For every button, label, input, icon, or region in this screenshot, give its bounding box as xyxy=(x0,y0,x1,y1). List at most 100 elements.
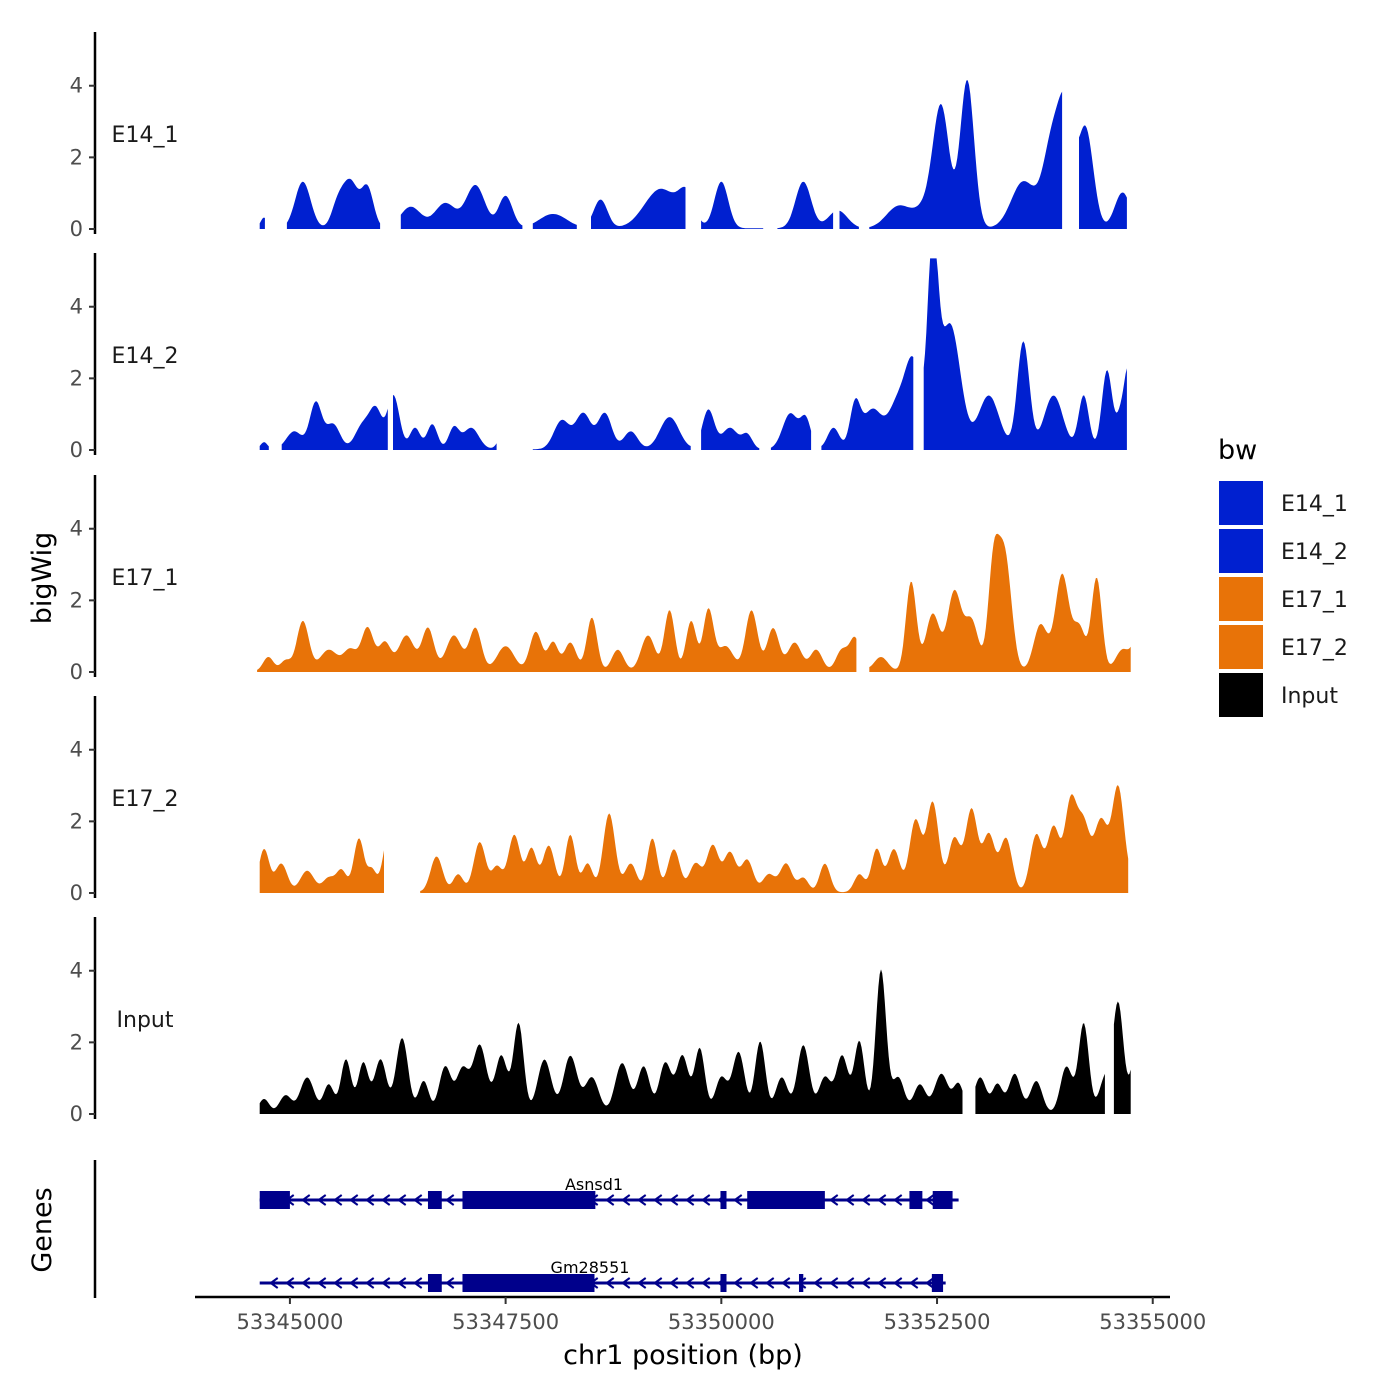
strand-arrow xyxy=(636,1194,647,1206)
strand-arrow xyxy=(300,1277,311,1289)
track-label-e14-1: E14_1 xyxy=(112,123,179,148)
strand-arrow xyxy=(764,1277,775,1289)
track-e17-1: 0 2 4 E17_1 xyxy=(70,475,1131,684)
area-e14-2 xyxy=(770,413,812,450)
y-tick-label: 2 xyxy=(70,145,83,169)
strand-arrow xyxy=(844,1277,855,1289)
area-e14-1 xyxy=(777,181,834,229)
track-input: 0 2 4 Input xyxy=(70,917,1131,1126)
strand-arrow xyxy=(412,1194,423,1206)
gene-exon xyxy=(798,1274,804,1292)
legend-title: bw xyxy=(1218,435,1257,466)
strand-arrow xyxy=(748,1277,759,1289)
area-e17-2 xyxy=(259,838,384,893)
gene-exon xyxy=(747,1191,825,1209)
gene-exon xyxy=(427,1274,442,1292)
gene-exon xyxy=(462,1191,596,1209)
gene-exon xyxy=(720,1274,727,1292)
strand-arrow xyxy=(732,1194,743,1206)
strand-arrow xyxy=(828,1277,839,1289)
area-e14-2 xyxy=(532,412,691,450)
area-input xyxy=(975,1023,1105,1114)
strand-arrow xyxy=(412,1277,423,1289)
legend-label-e17-2: E17_2 xyxy=(1281,636,1348,661)
track-label-e14-2: E14_2 xyxy=(112,344,179,369)
strand-arrow xyxy=(892,1277,903,1289)
bigwig-tracks: 0 2 4 E14_1 0 2 4 E14_2 0 2 4 E17_1 0 2 4 E17_2 0 2 4 Input xyxy=(70,32,1131,1126)
strand-arrow xyxy=(620,1194,631,1206)
y-axis-title: bigWig xyxy=(27,532,58,625)
strand-arrow xyxy=(396,1277,407,1289)
gene-exon xyxy=(462,1274,595,1292)
area-e14-1 xyxy=(1079,125,1127,229)
strand-arrow xyxy=(380,1277,391,1289)
strand-arrow xyxy=(348,1194,359,1206)
strand-arrow xyxy=(684,1277,695,1289)
strand-arrow xyxy=(444,1277,455,1289)
y-tick-label: 0 xyxy=(70,217,83,241)
x-axis-title: chr1 position (bp) xyxy=(563,1340,803,1371)
legend-label-e14-1: E14_1 xyxy=(1281,492,1348,517)
area-e14-2 xyxy=(393,394,497,450)
gene-track: Asnsd1 Gm28551 xyxy=(93,1160,959,1298)
y-tick-label: 2 xyxy=(70,588,83,612)
track-e14-1: 0 2 4 E14_1 xyxy=(70,32,1127,241)
legend-swatch-e17-2 xyxy=(1217,623,1265,671)
genes-axis-title: Genes xyxy=(27,1187,58,1272)
y-tick-label: 2 xyxy=(70,366,83,390)
area-e14-2 xyxy=(281,401,388,450)
strand-arrow xyxy=(732,1277,743,1289)
y-tick-label: 4 xyxy=(70,517,83,541)
area-e14-2 xyxy=(923,258,1127,450)
y-tick-label: 4 xyxy=(70,295,83,319)
strand-arrow xyxy=(700,1277,711,1289)
strand-arrow xyxy=(908,1277,919,1289)
legend-label-e14-2: E14_2 xyxy=(1281,540,1348,565)
strand-arrow xyxy=(652,1277,663,1289)
area-e14-1 xyxy=(591,186,686,229)
strand-arrow xyxy=(876,1194,887,1206)
y-tick-label: 4 xyxy=(70,959,83,983)
y-tick-label: 2 xyxy=(70,809,83,833)
strand-arrow xyxy=(300,1194,311,1206)
area-e17-2 xyxy=(420,785,1129,893)
gene-exon xyxy=(931,1274,944,1292)
strand-arrow xyxy=(636,1277,647,1289)
gene-exon xyxy=(427,1191,442,1209)
y-tick-label: 2 xyxy=(70,1030,83,1054)
strand-arrow xyxy=(892,1194,903,1206)
gene-exon xyxy=(720,1191,727,1209)
strand-arrow xyxy=(652,1194,663,1206)
strand-arrow xyxy=(604,1277,615,1289)
strand-arrow xyxy=(924,1277,935,1289)
legend-label-e17-1: E17_1 xyxy=(1281,588,1348,613)
strand-arrow xyxy=(316,1277,327,1289)
strand-arrow xyxy=(284,1277,295,1289)
strand-arrow xyxy=(828,1194,839,1206)
strand-arrow xyxy=(444,1194,455,1206)
area-e14-2 xyxy=(259,442,269,450)
strand-arrow xyxy=(604,1194,615,1206)
strand-arrow xyxy=(684,1194,695,1206)
area-e17-1 xyxy=(869,533,1131,672)
area-e17-1 xyxy=(257,608,857,672)
x-tick-label: 53345000 xyxy=(236,1310,343,1334)
y-tick-label: 0 xyxy=(70,438,83,462)
y-tick-label: 0 xyxy=(70,881,83,905)
track-label-e17-1: E17_1 xyxy=(112,566,179,591)
x-tick-label: 53352500 xyxy=(884,1310,991,1334)
gene-gm28551: Gm28551 xyxy=(259,1258,946,1292)
legend-swatch-e14-1 xyxy=(1217,479,1265,527)
x-axis: 53345000 53347500 53350000 53352500 53355000 xyxy=(195,1295,1206,1334)
x-tick-label: 53350000 xyxy=(668,1310,775,1334)
strand-arrow xyxy=(268,1277,279,1289)
track-e14-2: 0 2 4 E14_2 xyxy=(70,253,1127,462)
strand-arrow xyxy=(364,1277,375,1289)
legend-swatch-e17-1 xyxy=(1217,575,1265,623)
strand-arrow xyxy=(332,1277,343,1289)
track-label-input: Input xyxy=(117,1008,174,1033)
track-e17-2: 0 2 4 E17_2 xyxy=(70,696,1129,905)
area-e14-1 xyxy=(839,210,859,229)
area-e14-1 xyxy=(286,178,381,229)
